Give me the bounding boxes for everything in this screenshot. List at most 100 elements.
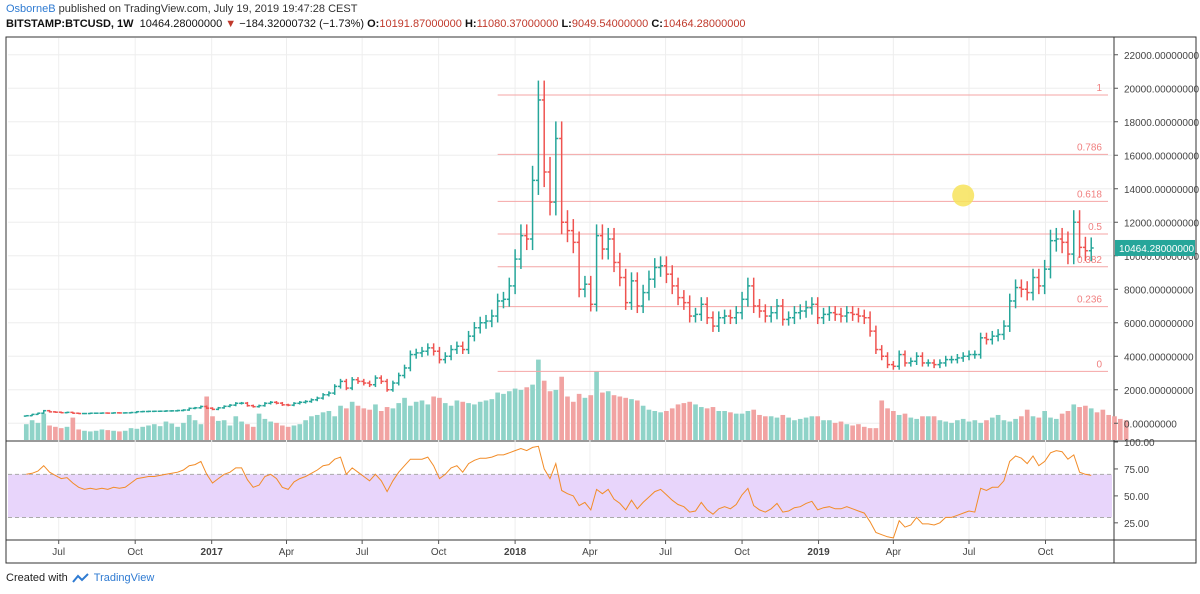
ohlc-bar bbox=[693, 307, 699, 323]
ohlc-bar bbox=[303, 400, 309, 404]
volume-bar bbox=[297, 424, 303, 440]
volume-bar bbox=[384, 407, 390, 440]
ohlc-bar bbox=[180, 409, 186, 412]
open-value: 10191.87000000 bbox=[379, 18, 462, 30]
time-axis[interactable]: Jul Oct 2017 Apr Jul Oct 2018 Apr Jul Oct 2019 Apr J… bbox=[52, 540, 1053, 558]
ohlc-bar bbox=[425, 343, 431, 356]
volume-bar bbox=[902, 413, 908, 440]
volume-bar bbox=[920, 416, 925, 440]
ohlc-bar bbox=[489, 309, 495, 328]
volume-bar bbox=[745, 411, 751, 440]
ohlc-bar bbox=[29, 413, 35, 417]
volume-bar bbox=[122, 430, 128, 440]
volume-bar bbox=[1100, 409, 1106, 440]
volume-bar bbox=[1036, 417, 1042, 440]
ohlc-bar bbox=[419, 346, 425, 358]
volume-bar bbox=[472, 404, 477, 440]
tradingview-link[interactable]: TradingView bbox=[93, 572, 155, 584]
volume-bar bbox=[320, 412, 326, 440]
volume-bar bbox=[582, 397, 588, 440]
volume-bar bbox=[1071, 404, 1077, 440]
ohlc-bar bbox=[745, 277, 751, 307]
high-value: 11080.37000000 bbox=[476, 18, 559, 30]
publish-info: OsborneB published on TradingView.com, J… bbox=[6, 3, 357, 15]
ohlc-bar bbox=[628, 272, 634, 310]
ohlc-bar bbox=[675, 277, 681, 306]
volume-bar bbox=[658, 412, 663, 440]
ohlc-bar bbox=[733, 306, 739, 325]
volume-bar bbox=[169, 423, 175, 440]
fib-retracement[interactable]: 1 0.786 0.618 0.5 0.382 0.236 0 bbox=[497, 83, 1108, 372]
author-link[interactable]: OsborneB bbox=[6, 3, 56, 15]
ohlc-bar bbox=[367, 380, 373, 388]
volume-bar bbox=[669, 408, 675, 440]
time-axis-label: Apr bbox=[279, 547, 295, 558]
volume-bar bbox=[827, 420, 832, 440]
volume-bar bbox=[134, 428, 140, 440]
volume-bar bbox=[437, 397, 442, 440]
volume-bar bbox=[652, 411, 658, 440]
volume-bar bbox=[402, 397, 407, 440]
ohlc-bar bbox=[681, 290, 687, 310]
volume-bar bbox=[1112, 416, 1117, 440]
ohlc-bar bbox=[553, 121, 559, 216]
ohlc-bar bbox=[1071, 210, 1077, 265]
volume-bar bbox=[565, 396, 570, 440]
ohlc-bar bbox=[41, 409, 47, 414]
volume-bar bbox=[576, 393, 582, 440]
volume-bar bbox=[768, 416, 774, 440]
volume-bar bbox=[693, 404, 698, 440]
volume-bar bbox=[541, 380, 547, 440]
ohlc-bar bbox=[512, 249, 518, 295]
ohlc-bar bbox=[471, 322, 477, 342]
ohlc-bar bbox=[52, 411, 58, 413]
fib-level-label: 1 bbox=[1096, 83, 1102, 94]
ohlc-bar bbox=[588, 275, 594, 312]
price-axis[interactable]: 0.00000000 2000.00000000 4000.00000000 6000… bbox=[1114, 51, 1200, 530]
ohlc-bar bbox=[855, 307, 861, 323]
ohlc-bar bbox=[402, 364, 408, 379]
ohlc-bar bbox=[361, 378, 367, 386]
volume-bar bbox=[896, 414, 902, 440]
volume-bar bbox=[87, 431, 93, 440]
tradingview-logo-icon bbox=[71, 573, 89, 583]
time-axis-label: 2017 bbox=[201, 547, 224, 558]
ohlc-bar bbox=[105, 412, 111, 414]
volume-bar bbox=[1042, 411, 1047, 440]
ohlc-bar bbox=[873, 325, 879, 354]
ohlc-bar bbox=[762, 304, 768, 323]
ohlc-bar bbox=[1077, 210, 1083, 258]
volume-bar bbox=[506, 391, 512, 440]
ohlc-bar bbox=[436, 346, 442, 364]
volume-bar bbox=[151, 424, 157, 440]
ohlc-bar bbox=[524, 224, 530, 251]
ohlc-bar bbox=[547, 156, 553, 216]
ohlc-bar bbox=[227, 404, 233, 408]
ohlc-bar bbox=[47, 409, 53, 413]
created-with-text: Created with bbox=[6, 572, 68, 584]
highlight-marker bbox=[952, 184, 975, 207]
ohlc-bar bbox=[576, 231, 582, 298]
volume-bar bbox=[396, 403, 402, 440]
volume-bar bbox=[309, 416, 314, 440]
ohlc-bar bbox=[204, 405, 210, 410]
volume-bar bbox=[483, 400, 489, 440]
ohlc-bar bbox=[989, 330, 995, 345]
ohlc-bar bbox=[722, 309, 728, 325]
volume-bar bbox=[466, 403, 471, 440]
ohlc-bar bbox=[1088, 237, 1094, 262]
volume-bar bbox=[140, 426, 146, 440]
volume-bar bbox=[344, 408, 349, 440]
ohlc-bar bbox=[1065, 231, 1071, 265]
volume-bar bbox=[210, 416, 215, 440]
volume-bar bbox=[751, 409, 757, 440]
volume-bar bbox=[70, 417, 76, 440]
volume-bar bbox=[687, 401, 693, 440]
volume-bar bbox=[338, 405, 343, 440]
ohlc-bar bbox=[960, 352, 966, 362]
volume-bar bbox=[303, 420, 308, 440]
ohlc-bar bbox=[774, 298, 780, 320]
time-axis-label: Apr bbox=[886, 547, 902, 558]
volume-bar bbox=[914, 418, 919, 440]
